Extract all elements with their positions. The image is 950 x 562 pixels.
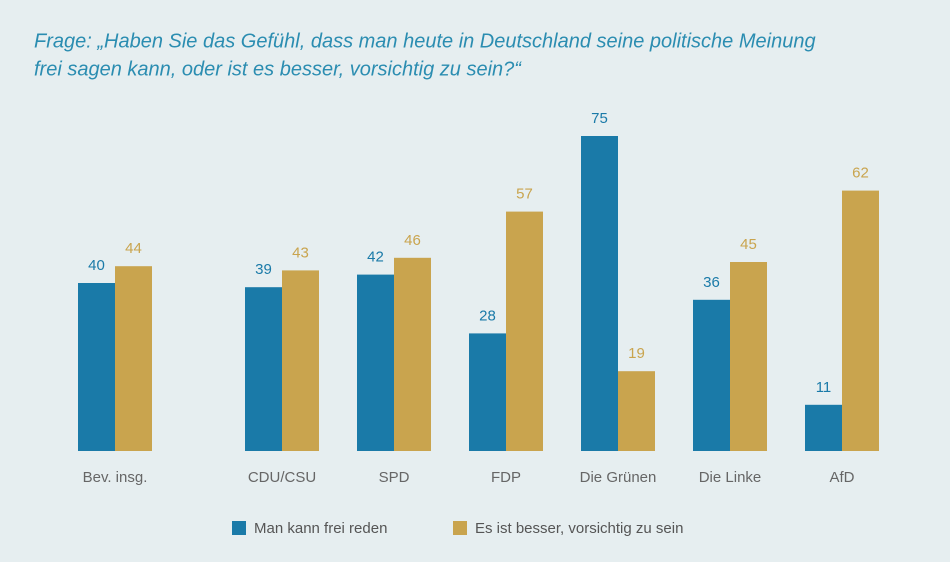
value-label: 28 [479, 307, 496, 324]
bar [469, 333, 506, 451]
value-label: 40 [88, 257, 105, 274]
bar [245, 287, 282, 451]
bar [394, 257, 431, 451]
value-label: 43 [292, 244, 309, 261]
value-label: 75 [591, 110, 608, 127]
value-label: 39 [255, 261, 272, 278]
bar [730, 262, 767, 451]
value-label: 42 [367, 249, 384, 266]
x-tick-label: Bev. insg. [83, 469, 148, 486]
bar [115, 266, 152, 451]
x-tick-label: Die Linke [699, 469, 762, 486]
value-label: 57 [516, 186, 533, 203]
value-label: 62 [852, 165, 869, 182]
legend-swatch [232, 521, 246, 535]
value-label: 11 [816, 379, 832, 396]
value-label: 46 [404, 232, 421, 249]
bar [581, 136, 618, 451]
bar [618, 371, 655, 451]
bar [78, 283, 115, 451]
x-tick-label: CDU/CSU [248, 469, 316, 486]
x-tick-label: Die Grünen [580, 469, 657, 486]
bar [693, 299, 730, 451]
value-label: 19 [628, 345, 645, 362]
chart-title: frei sagen kann, oder ist es besser, vor… [34, 58, 522, 80]
x-tick-label: SPD [379, 469, 410, 486]
x-tick-label: FDP [491, 469, 521, 486]
bar [805, 404, 842, 451]
chart-title: Frage: „Haben Sie das Gefühl, dass man h… [34, 30, 816, 52]
value-label: 36 [703, 274, 720, 291]
legend-swatch [453, 521, 467, 535]
bar [842, 190, 879, 451]
x-tick-label: AfD [829, 469, 854, 486]
legend-label: Es ist besser, vorsichtig zu sein [475, 520, 683, 537]
bar [357, 274, 394, 451]
bar [506, 211, 543, 451]
legend-label: Man kann frei reden [254, 520, 387, 537]
value-label: 45 [740, 236, 757, 253]
bar [282, 270, 319, 451]
value-label: 44 [125, 240, 142, 257]
